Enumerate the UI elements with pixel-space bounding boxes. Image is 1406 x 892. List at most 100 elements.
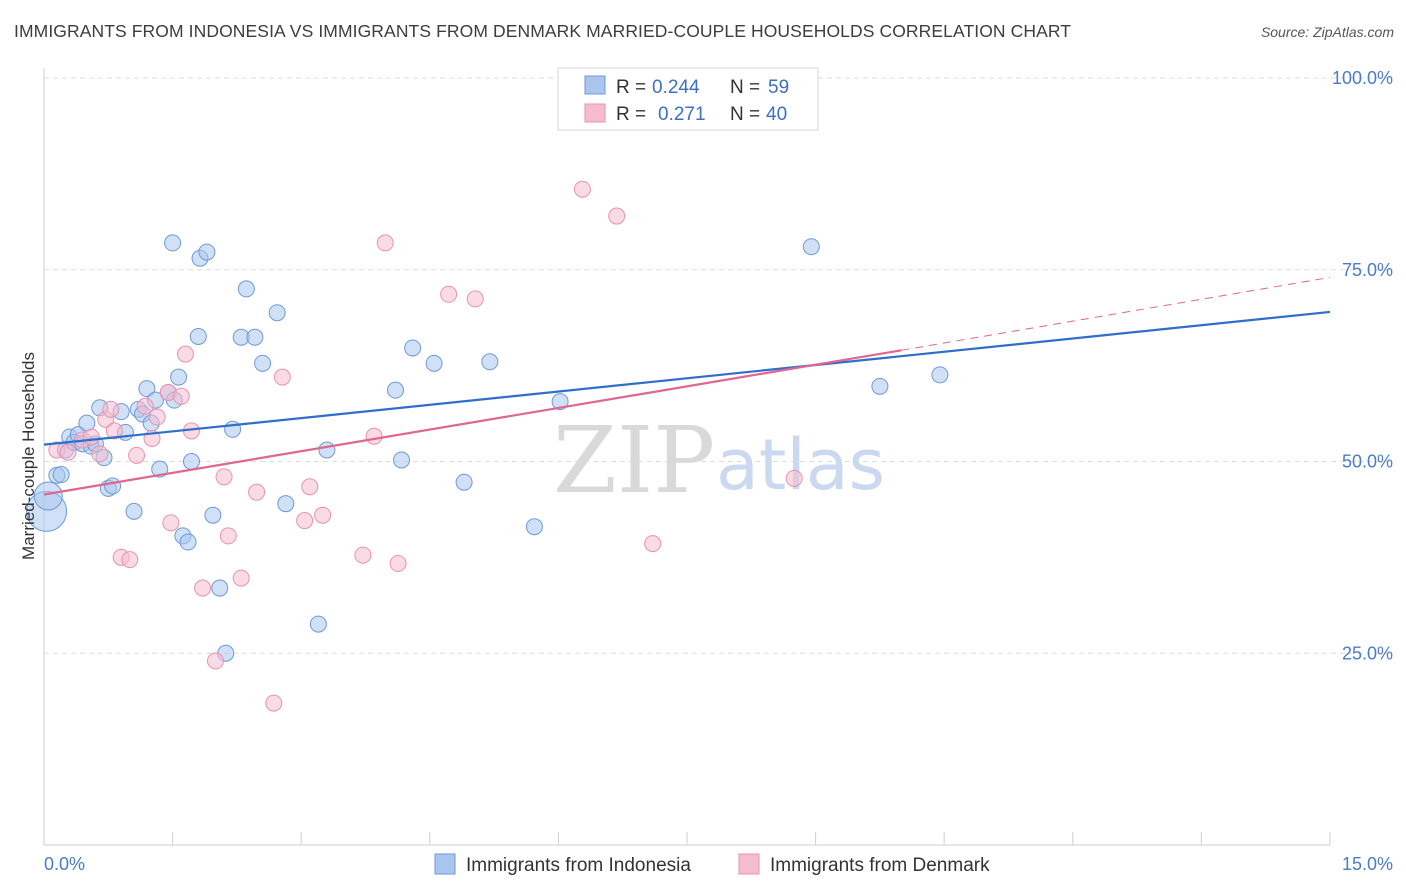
point-indonesia-45 <box>309 615 327 633</box>
legend-swatch-indonesia <box>584 75 606 95</box>
point-denmark-29 <box>314 506 332 524</box>
legend-n-value-indonesia: 59 <box>768 77 789 98</box>
point-indonesia-28 <box>170 368 188 386</box>
trend-lines <box>43 276 1331 496</box>
point-indonesia-51 <box>455 473 473 491</box>
point-indonesia-50 <box>425 354 443 372</box>
legend-n-label-indonesia: N = <box>730 77 760 98</box>
point-denmark-11 <box>136 397 154 415</box>
point-denmark-9 <box>121 551 139 569</box>
point-denmark-34 <box>440 285 458 303</box>
point-denmark-20 <box>206 652 224 670</box>
x-axis-ticks <box>43 832 1331 845</box>
point-indonesia-49 <box>404 339 422 357</box>
point-denmark-15 <box>162 514 180 532</box>
trendline-denmark-extension <box>901 276 1331 351</box>
point-denmark-25 <box>265 694 283 712</box>
bottom-legend-label-denmark: Immigrants from Denmark <box>770 855 990 876</box>
point-indonesia-18 <box>125 502 143 520</box>
y-tick-label-50: 50.0% <box>1342 452 1393 472</box>
series-denmark-points <box>48 180 803 712</box>
point-indonesia-42 <box>254 354 272 372</box>
point-denmark-32 <box>376 234 394 252</box>
point-denmark-26 <box>273 368 291 386</box>
point-denmark-23 <box>232 569 250 587</box>
point-indonesia-56 <box>871 377 889 395</box>
chart-title: IMMIGRANTS FROM INDONESIA VS IMMIGRANTS … <box>14 21 1072 41</box>
legend-r-value-indonesia: 0.244 <box>652 77 700 98</box>
point-denmark-17 <box>176 345 194 363</box>
point-indonesia-24 <box>151 460 169 478</box>
point-denmark-33 <box>389 555 407 573</box>
series-indonesia-points <box>26 234 949 662</box>
point-indonesia-36 <box>211 579 229 597</box>
point-indonesia-43 <box>268 304 286 322</box>
legend-swatch-denmark <box>584 103 606 123</box>
legend-r-value-denmark: 0.271 <box>658 104 706 125</box>
watermark-zip: ZIP <box>553 407 715 514</box>
point-denmark-7 <box>105 422 123 440</box>
point-indonesia-57 <box>931 366 949 384</box>
point-denmark-35 <box>466 290 484 308</box>
point-indonesia-15 <box>104 477 122 495</box>
point-indonesia-31 <box>182 453 200 470</box>
point-denmark-19 <box>194 579 212 597</box>
trendline-indonesia <box>43 310 1331 446</box>
point-indonesia-46 <box>318 441 336 459</box>
point-indonesia-44 <box>277 495 295 513</box>
point-denmark-21 <box>215 468 233 486</box>
point-indonesia-30 <box>179 533 197 551</box>
watermark-atlas: atlas <box>716 424 885 506</box>
legend-n-label-denmark: N = <box>730 104 760 125</box>
y-axis-label: Married-couple Households <box>19 352 38 560</box>
point-indonesia-40 <box>237 280 255 298</box>
point-denmark-31 <box>365 427 383 445</box>
source-note: Source: ZipAtlas.com <box>1260 24 1394 40</box>
point-indonesia-41 <box>246 328 264 346</box>
point-denmark-27 <box>296 512 314 530</box>
bottom-legend-swatch-indonesia <box>434 853 456 875</box>
trendline-denmark <box>43 349 902 496</box>
point-indonesia-47 <box>387 381 405 399</box>
x-tick-label-min: 0.0% <box>44 854 85 874</box>
y-tick-label-25: 25.0% <box>1342 643 1393 663</box>
point-denmark-28 <box>301 478 319 496</box>
point-indonesia-3 <box>52 466 70 484</box>
point-indonesia-53 <box>525 518 543 536</box>
legend-r-label-denmark: R = <box>616 104 646 125</box>
point-indonesia-21 <box>138 380 156 398</box>
point-denmark-39 <box>785 469 803 487</box>
point-indonesia-55 <box>802 238 820 256</box>
point-indonesia-32 <box>189 327 207 345</box>
legend-r-label-indonesia: R = <box>616 77 646 98</box>
point-denmark-3 <box>82 428 100 446</box>
point-denmark-4 <box>91 445 109 463</box>
point-denmark-13 <box>148 408 166 426</box>
legend-n-value-denmark: 40 <box>766 104 787 125</box>
point-denmark-22 <box>219 527 237 545</box>
point-denmark-6 <box>102 400 120 418</box>
point-denmark-37 <box>608 207 626 225</box>
y-axis-tick-labels: 25.0% 50.0% 75.0% 100.0% <box>1332 68 1393 663</box>
point-indonesia-54 <box>551 393 569 411</box>
point-indonesia-1 <box>33 481 63 511</box>
x-tick-label-max: 15.0% <box>1342 854 1393 874</box>
point-denmark-1 <box>59 443 77 461</box>
point-denmark-38 <box>644 535 662 553</box>
y-tick-label-75: 75.0% <box>1342 260 1393 280</box>
point-denmark-16 <box>172 387 190 405</box>
point-indonesia-34 <box>198 243 216 261</box>
point-denmark-30 <box>354 546 372 564</box>
grid-lines <box>44 77 1393 654</box>
point-denmark-10 <box>128 446 146 464</box>
top-legend: R = 0.244 N = 59 R = 0.271 N = 40 <box>557 67 819 131</box>
bottom-legend: Immigrants from Indonesia Immigrants fro… <box>434 853 990 876</box>
bottom-legend-label-indonesia: Immigrants from Indonesia <box>466 855 691 876</box>
point-indonesia-52 <box>481 353 499 371</box>
point-indonesia-26 <box>164 234 182 252</box>
point-denmark-36 <box>573 180 591 198</box>
point-denmark-24 <box>248 483 266 501</box>
point-indonesia-48 <box>393 451 411 469</box>
point-indonesia-35 <box>204 506 222 524</box>
